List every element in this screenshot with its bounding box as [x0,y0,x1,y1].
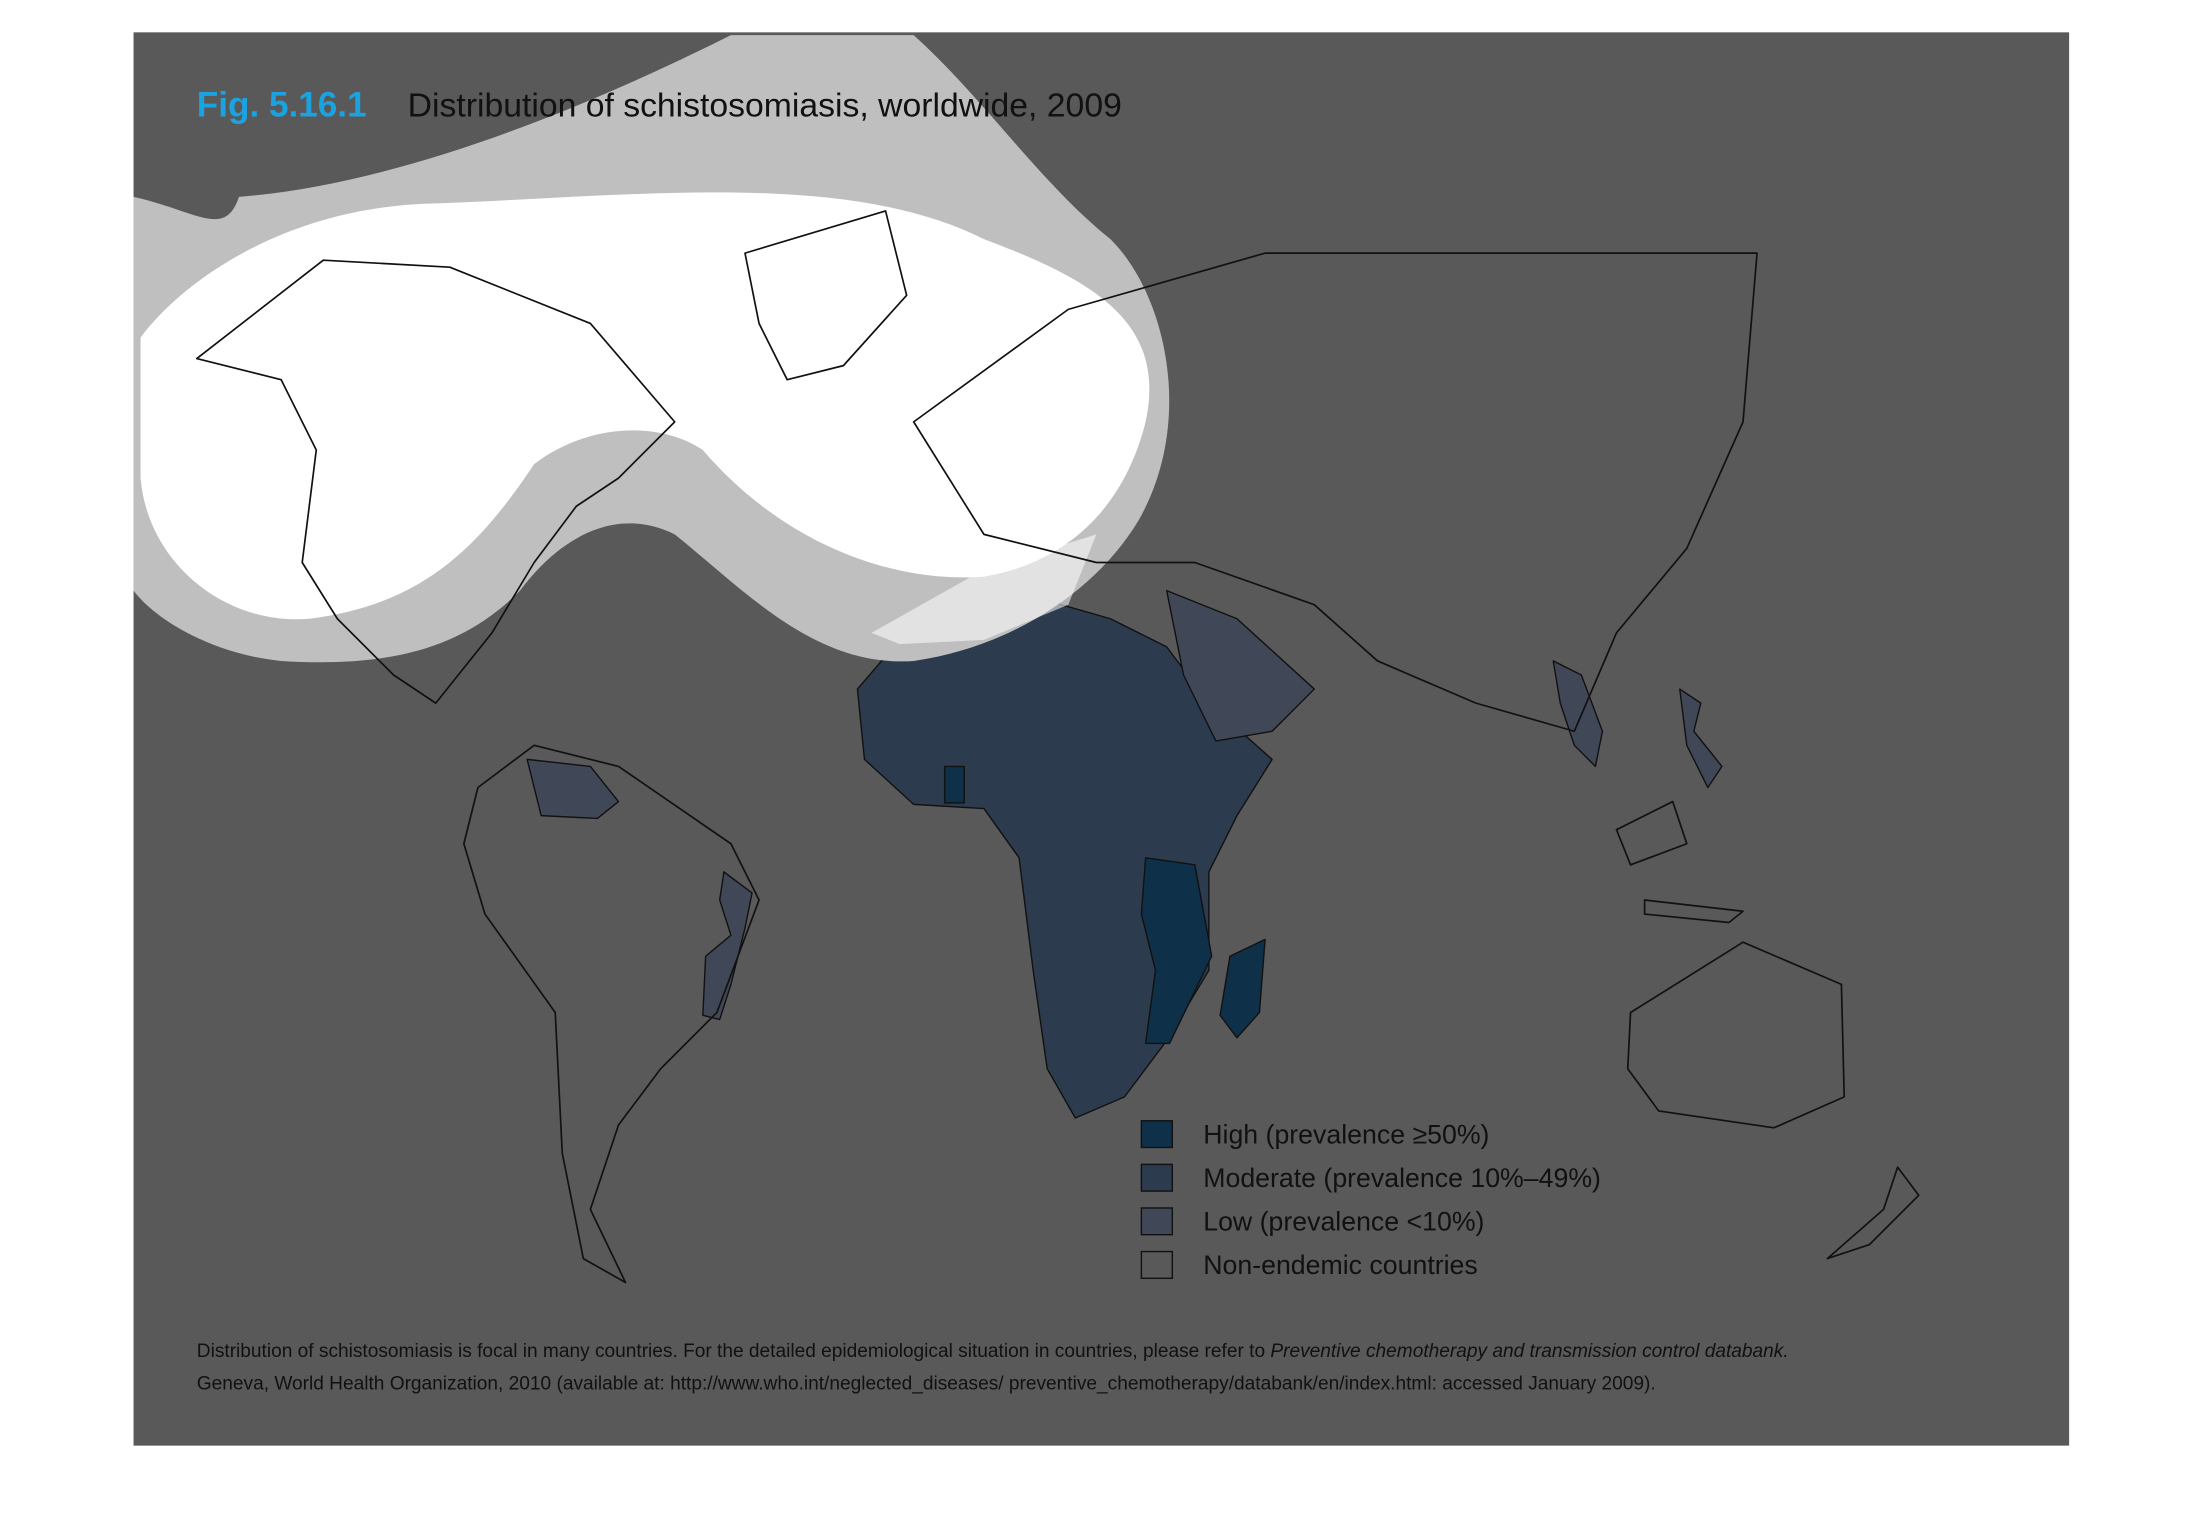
legend-swatch [1140,1207,1174,1236]
legend-label: Low (prevalence <10%) [1203,1206,1484,1236]
figure-title: Distribution of schistosomiasis, worldwi… [408,87,1122,125]
overlay-white [140,192,1150,620]
ghana [943,765,965,804]
venezuela [526,758,620,820]
philippines [1679,688,1723,789]
east-africa-high [1140,857,1213,1045]
south-america [463,744,760,1284]
greenland [744,210,908,381]
footnote-line-2: Geneva, World Health Organization, 2010 … [197,1373,1656,1394]
legend-swatch [1140,1250,1174,1279]
eurasia [912,252,1758,733]
legend-swatch [1140,1163,1174,1192]
legend: High (prevalence ≥50%) Moderate (prevalen… [1140,1119,1601,1280]
arabia [1165,589,1315,742]
australia [1626,941,1846,1129]
legend-label: Non-endemic countries [1203,1250,1478,1280]
footnote-line-1: Distribution of schistosomiasis is focal… [197,1341,1789,1362]
legend-label: Moderate (prevalence 10%–49%) [1203,1163,1601,1193]
madagascar [1219,938,1266,1039]
southeast-asia [1552,660,1604,768]
footnote-text: Distribution of schistosomiasis is focal… [197,1341,1271,1362]
new-zealand [1826,1166,1920,1260]
north-america [195,259,676,704]
legend-label: High (prevalence ≥50%) [1203,1119,1489,1149]
figure-label: Fig. 5.16.1 [197,86,367,125]
title: Fig. 5.16.1 Distribution of schistosomia… [197,86,1122,125]
legend-swatch [1140,1120,1174,1149]
map [133,35,1920,1284]
footnote-italic: Preventive chemotherapy and transmission… [1270,1341,1788,1362]
footnote: Distribution of schistosomiasis is focal… [197,1341,1789,1394]
overlay-maghreb [871,534,1097,645]
indonesia [1615,800,1744,924]
